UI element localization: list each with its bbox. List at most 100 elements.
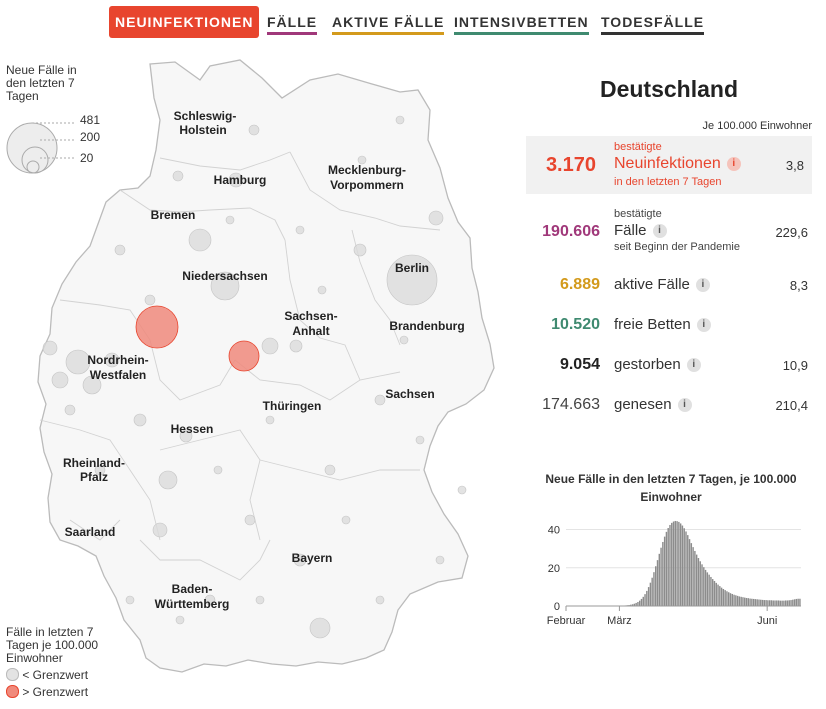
color-legend-above: > Grenzwert	[6, 685, 118, 699]
chart-bar	[799, 598, 801, 606]
stat-pre: bestätigte	[614, 208, 662, 220]
x-tick-label: März	[607, 615, 631, 627]
label-berlin: Berlin	[395, 261, 429, 275]
stat-label: freie Betten i	[614, 316, 711, 333]
stat-row-gestorben[interactable]: 9.054 gestorben i 10,9	[526, 352, 816, 388]
chart-bar	[795, 598, 798, 606]
chart-bar	[667, 528, 669, 606]
label-schleswig: Schleswig-	[174, 109, 237, 123]
tab-todesfaelle[interactable]: TODESFÄLLE	[601, 6, 705, 38]
size-legend-circles	[6, 122, 76, 174]
info-icon[interactable]: i	[726, 156, 741, 171]
label-vorpommern: Vorpommern	[330, 178, 404, 192]
label-hamburg: Hamburg	[214, 173, 267, 187]
chart-bar	[790, 600, 792, 606]
country-title: Deutschland	[599, 76, 739, 102]
chart-bar	[792, 599, 794, 606]
info-icon[interactable]: i	[652, 224, 667, 239]
tab-intensivbetten-label: INTENSIVBETTEN	[454, 14, 589, 30]
label-holstein: Holstein	[179, 123, 226, 137]
tab-aktive-faelle-label: AKTIVE FÄLLE	[332, 14, 445, 30]
chart-bar	[653, 572, 655, 606]
chart-bar	[747, 598, 750, 606]
chart-bar	[701, 564, 703, 606]
size-legend-value-20: 20	[80, 151, 94, 165]
label-baden: Baden-	[172, 582, 213, 596]
tab-neuinfektionen[interactable]: NEUINFEKTIONEN	[109, 6, 260, 38]
chart-bar	[754, 599, 757, 606]
chart-bar	[688, 539, 691, 606]
stat-row-neuinfektionen[interactable]: 3.170 bestätigte Neuinfektionen i in den …	[526, 136, 812, 194]
chart-bar	[695, 554, 698, 606]
info-icon[interactable]: i	[677, 398, 692, 413]
chart-bar	[728, 592, 730, 606]
stat-label-text: Fälle	[614, 222, 647, 239]
label-rheinland: Rheinland-	[63, 456, 125, 470]
germany-map[interactable]: Schleswig- Holstein Hamburg Mecklenburg-…	[0, 48, 526, 709]
chart-bar	[692, 547, 694, 606]
stat-post: seit Beginn der Pandemie	[614, 241, 740, 253]
color-legend-title: Fälle in letzten 7 Tagen je 100.000 Einw…	[6, 625, 99, 665]
info-icon[interactable]: i	[686, 358, 701, 373]
chart-bar	[797, 598, 799, 606]
state-labels: Schleswig- Holstein Hamburg Mecklenburg-…	[63, 109, 465, 611]
stat-rate: 229,6	[775, 225, 808, 240]
tab-todesfaelle-underline	[601, 32, 705, 35]
x-tick-label: Juni	[757, 615, 777, 627]
stat-row-genesen[interactable]: 174.663 genesen i 210,4	[526, 392, 816, 428]
chart-bar	[637, 601, 639, 606]
info-icon[interactable]: i	[696, 318, 711, 333]
chart-bar	[704, 569, 707, 606]
stat-rate: 10,9	[782, 358, 808, 373]
chart-bar	[749, 598, 751, 606]
label-pfalz: Pfalz	[80, 470, 108, 484]
chart-bar	[663, 536, 666, 606]
stat-rate: 210,4	[775, 398, 808, 413]
chart-bar	[776, 600, 778, 606]
stat-row-aktive-faelle[interactable]: 6.889 aktive Fälle i 8,3	[526, 272, 816, 308]
tab-aktive-faelle[interactable]: AKTIVE FÄLLE	[332, 6, 445, 38]
chart-bar	[672, 521, 675, 606]
info-icon[interactable]: i	[695, 278, 710, 293]
chart-bar	[717, 584, 719, 606]
chart-bar	[706, 572, 709, 606]
chart-bar	[779, 600, 782, 606]
chart-bar	[697, 558, 700, 606]
stat-row-faelle[interactable]: 190.606 bestätigte Fälle i seit Beginn de…	[526, 206, 816, 258]
chart-bar	[722, 588, 725, 606]
stat-value: 9.054	[559, 356, 600, 373]
size-legend-title: Neue Fälle in den letzten 7 Tagen	[6, 63, 77, 103]
chart-bar	[711, 579, 714, 606]
chart-bar	[638, 600, 641, 606]
chart-bar	[660, 547, 662, 606]
size-legend-value-481: 481	[80, 113, 101, 127]
chart-bar	[647, 587, 650, 606]
summary-panel: Deutschland Je 100.000 Einwohner ↓ 3.170…	[526, 48, 826, 709]
stat-label: gestorben i	[614, 356, 701, 373]
stat-label-text: aktive Fälle	[614, 276, 690, 293]
color-legend-below: < Grenzwert	[6, 668, 118, 682]
chart-bar	[744, 597, 746, 606]
tab-intensivbetten[interactable]: INTENSIVBETTEN	[454, 6, 589, 38]
chart-bar	[678, 521, 680, 606]
chart-bar	[685, 531, 687, 606]
chart-bar	[765, 600, 767, 606]
label-bayern: Bayern	[292, 551, 333, 565]
chart-bar	[735, 595, 737, 606]
tab-faelle[interactable]: FÄLLE	[267, 6, 318, 38]
chart-bar	[651, 577, 653, 606]
chart-bar	[658, 553, 660, 606]
chart-bar	[665, 531, 668, 606]
tab-intensivbetten-underline	[454, 32, 589, 35]
label-niedersachsen: Niedersachsen	[182, 269, 267, 283]
stat-value: 6.889	[559, 276, 600, 293]
chart-bar	[633, 603, 636, 606]
chart-bar	[740, 596, 742, 606]
stat-value: 3.170	[545, 154, 596, 176]
stat-row-freie-betten[interactable]: 10.520 freie Betten i	[526, 312, 816, 348]
chart-bar	[758, 599, 760, 606]
y-tick-label: 20	[548, 563, 560, 575]
chart-bar	[713, 580, 716, 606]
stat-label: genesen i	[614, 396, 692, 413]
above-threshold-swatch	[6, 685, 19, 698]
